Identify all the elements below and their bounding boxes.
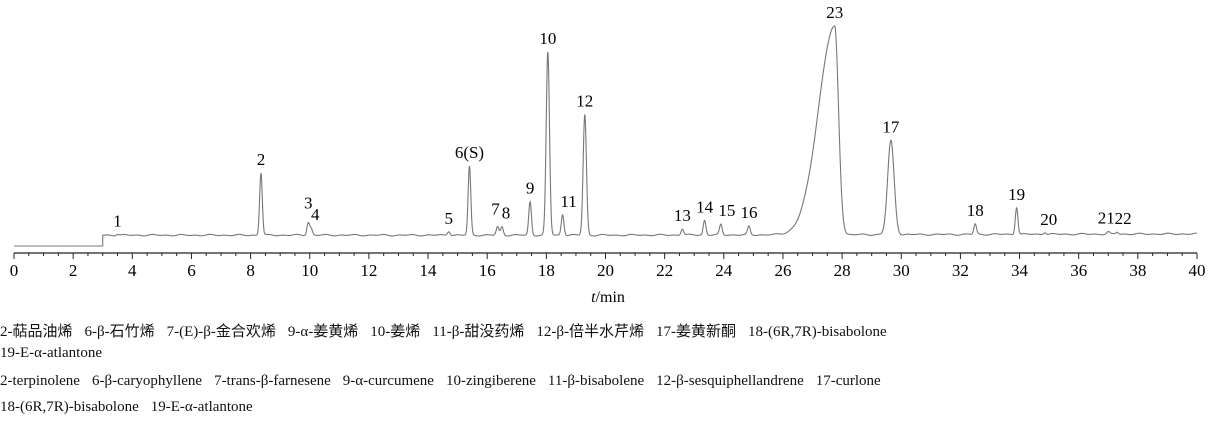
caption-cn-item: 10-姜烯 — [370, 324, 421, 340]
caption-en-line2: 18-(6R,7R)-bisabolone 19-E-α-atlantone — [0, 399, 1216, 416]
peak-label: 18 — [967, 201, 984, 220]
x-tick-label: 20 — [597, 261, 614, 280]
caption-cn-19: 19-E-α-atlantone — [0, 345, 102, 361]
x-tick-labels: 0 2 4 6 8 10 12 14 16 18 20 22 24 26 28 30 32 34 36 38 40 — [10, 261, 1206, 280]
x-tick-label: 24 — [715, 261, 733, 280]
x-axis-label: t/min — [591, 289, 625, 306]
caption-cn-item: 7-(E)-β-金合欢烯 — [166, 324, 276, 340]
x-tick-label: 14 — [420, 261, 438, 280]
caption-cn-line1: 2-萜品油烯 6-β-石竹烯 7-(E)-β-金合欢烯 9-α-姜黄烯 10-姜烯 11-… — [0, 320, 1216, 341]
peak-label: 1 — [113, 212, 122, 231]
peak-label: 4 — [311, 205, 320, 224]
caption-en-item: 17-curlone — [815, 373, 881, 389]
caption-cn-item: 9-α-姜黄烯 — [287, 324, 359, 340]
peak-label: 14 — [696, 197, 714, 216]
peak-label: 9 — [526, 179, 535, 198]
x-tick-label: 32 — [952, 261, 969, 280]
peak-label: 10 — [539, 29, 556, 48]
peak-label: 13 — [674, 206, 691, 225]
x-tick-label: 4 — [128, 261, 137, 280]
x-tick-label: 34 — [1011, 261, 1029, 280]
x-tick-label: 38 — [1129, 261, 1146, 280]
peak-label: 7 — [491, 199, 500, 218]
caption-cn-item: 18-(6R,7R)-bisabolone — [747, 324, 887, 340]
peak-label: 11 — [560, 192, 576, 211]
caption-cn-item: 17-姜黄新酮 — [655, 324, 736, 340]
caption-en-item: 7-trans-β-farnesene — [214, 373, 331, 389]
caption-en-item: 9-α-curcumene — [342, 373, 434, 389]
x-tick-label: 18 — [538, 261, 555, 280]
caption-en-item: 10-zingiberene — [445, 373, 536, 389]
x-tick-label: 10 — [301, 261, 318, 280]
caption-cn-item: 2-萜品油烯 — [0, 324, 73, 340]
x-tick-label: 26 — [774, 261, 791, 280]
x-tick-label: 40 — [1189, 261, 1206, 280]
peak-label: 6(S) — [455, 143, 484, 162]
peak-label: 5 — [445, 209, 454, 228]
caption-cn-line2: 19-E-α-atlantone — [0, 345, 1216, 362]
x-tick-label: 8 — [246, 261, 255, 280]
x-tick-label: 28 — [834, 261, 851, 280]
caption-en2-item: 19-E-α-atlantone — [150, 399, 253, 415]
x-tick-label: 12 — [360, 261, 377, 280]
caption-cn-item: 6-β-石竹烯 — [84, 324, 155, 340]
peak-label: 21 — [1098, 208, 1115, 227]
caption-en-item: 11-β-bisabolene — [547, 373, 645, 389]
peak-label: 3 — [304, 194, 313, 213]
x-tick-label: 36 — [1070, 261, 1087, 280]
caption-en-line1: 2-terpinolene 6-β-caryophyllene 7-trans-β-… — [0, 373, 1216, 390]
caption-en2-item: 18-(6R,7R)-bisabolone — [0, 399, 139, 415]
x-axis — [13, 252, 1198, 259]
peak-label: 20 — [1040, 210, 1057, 229]
caption-en-item: 2-terpinolene — [0, 373, 80, 389]
peak-label: 16 — [740, 203, 757, 222]
peak-label: 17 — [882, 117, 900, 136]
peak-label: 8 — [502, 204, 511, 223]
x-tick-label: 16 — [479, 261, 496, 280]
x-tick-label: 2 — [69, 261, 78, 280]
chromatogram-trace — [14, 25, 1197, 247]
x-tick-label: 0 — [10, 261, 19, 280]
peak-label: 19 — [1008, 185, 1025, 204]
x-tick-label: 30 — [893, 261, 910, 280]
x-tick-label: 22 — [656, 261, 673, 280]
caption-en-item: 12-β-sesquiphellandrene — [656, 373, 804, 389]
caption-en-item: 6-β-caryophyllene — [91, 373, 203, 389]
peak-label: 2 — [257, 150, 266, 169]
x-tick-label: 6 — [187, 261, 196, 280]
caption-cn-item: 11-β-甜没药烯 — [432, 324, 525, 340]
peak-label: 22 — [1115, 209, 1132, 228]
caption-cn-item: 12-β-倍半水芹烯 — [536, 324, 644, 340]
peak-label: 12 — [576, 91, 593, 110]
peak-label: 23 — [826, 3, 843, 22]
peak-label: 15 — [718, 201, 735, 220]
